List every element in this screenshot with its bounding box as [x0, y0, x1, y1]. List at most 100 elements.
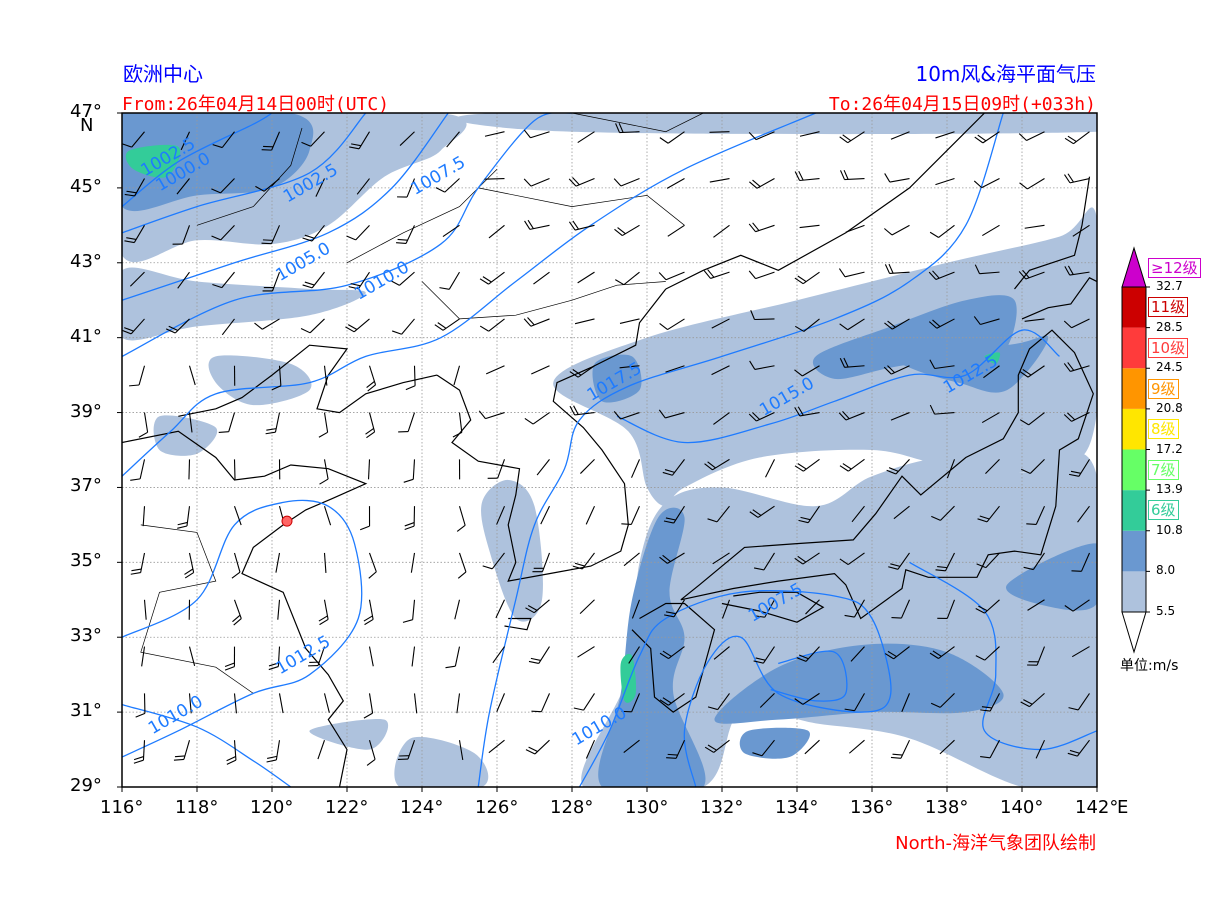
colorbar-top-arrow	[1121, 246, 1147, 288]
colorbar-tick-label: 20.8	[1156, 400, 1183, 415]
wind-barb	[929, 224, 955, 238]
isobar-label: 1005.0	[272, 239, 334, 286]
wind-barb	[568, 177, 595, 187]
wind-barb	[794, 271, 820, 285]
wind-barb	[937, 599, 956, 619]
lon-tick-label: 138°	[925, 797, 969, 818]
wind-barb	[390, 271, 415, 286]
wind-barb	[172, 225, 191, 245]
wind-barb	[397, 178, 416, 198]
coastline	[680, 329, 1094, 620]
wind-barb	[665, 365, 685, 373]
location-marker	[281, 515, 293, 527]
wind-barb	[844, 693, 865, 712]
wind-barb	[623, 739, 640, 753]
wind-barb	[623, 552, 640, 567]
wind-barb	[1063, 412, 1090, 422]
coastline	[504, 617, 532, 631]
wind-barb	[363, 693, 374, 719]
coastline	[721, 591, 825, 623]
wind-barb	[1035, 739, 1045, 759]
wind-barb	[1064, 265, 1090, 276]
wind-barb	[666, 739, 685, 759]
wind-barb	[1064, 131, 1090, 145]
wind-barb	[712, 552, 730, 565]
colorbar-tick-label: 24.5	[1156, 360, 1183, 375]
wind-force-level-label: 8级	[1148, 419, 1179, 440]
isobar-label: 1012.5	[272, 632, 334, 679]
lon-tick-label: 136°	[850, 797, 894, 818]
wind-barb	[442, 224, 460, 238]
wind-barb	[176, 178, 190, 195]
wind-barb	[138, 412, 149, 438]
wind-barb	[839, 357, 865, 368]
wind-barb	[411, 646, 416, 667]
wind-barb	[1019, 365, 1045, 378]
wind-barb	[396, 225, 415, 245]
wind-barb	[479, 271, 505, 285]
wind-barb	[318, 599, 329, 626]
wind-barb	[713, 412, 730, 425]
wind-barb	[711, 318, 730, 329]
wind-barb	[1024, 318, 1045, 322]
wind-barb	[346, 224, 370, 241]
coastline	[631, 602, 716, 713]
wind-barb	[794, 365, 820, 377]
wind-barb	[456, 506, 466, 532]
wind-barb	[659, 131, 685, 144]
lat-tick-label: 45°	[70, 175, 102, 197]
wind-speed-area	[455, 113, 1097, 135]
lon-tick-label: 120°	[250, 797, 294, 818]
wind-barb	[883, 365, 910, 375]
lon-tick-label: 124°	[400, 797, 444, 818]
wind-barb	[212, 271, 235, 289]
wind-barb	[840, 169, 865, 181]
wind-barb	[1067, 739, 1090, 757]
wind-speed-area	[208, 355, 312, 406]
wind-barb	[165, 318, 190, 334]
wind-barb	[457, 552, 467, 579]
wind-barb	[261, 225, 281, 245]
wind-barb	[667, 224, 685, 237]
coastline	[122, 430, 368, 787]
wind-barb	[173, 740, 191, 761]
colorbar-tick-label: 5.5	[1156, 604, 1176, 618]
colorbar-bin	[1122, 287, 1146, 328]
isobar	[770, 650, 848, 702]
wind-barb	[850, 646, 865, 662]
wind-barb	[1077, 505, 1090, 523]
wind-barb	[1071, 646, 1090, 658]
wind-barb	[434, 318, 460, 331]
wind-barb	[1026, 505, 1046, 525]
wind-barb	[974, 131, 1000, 144]
lat-unit: N	[80, 115, 94, 136]
border-line	[571, 113, 704, 133]
wind-barb	[613, 178, 640, 187]
wind-barb	[188, 459, 191, 480]
wind-barb	[368, 552, 377, 579]
wind-barb	[748, 270, 775, 280]
wind-barb	[713, 224, 730, 238]
wind-barb	[1064, 599, 1090, 612]
wind-barb	[349, 131, 370, 150]
colorbar-bin	[1122, 490, 1146, 531]
wind-barb	[939, 739, 955, 755]
wind-barb	[531, 693, 551, 713]
map-frame	[121, 112, 1098, 788]
wind-barb	[525, 599, 550, 614]
wind-speed-area	[598, 507, 706, 787]
wind-barb	[212, 131, 235, 149]
wind-barb	[485, 365, 505, 375]
wind-barb	[982, 224, 1000, 237]
wind-barb	[619, 318, 640, 324]
wind-barb	[405, 365, 416, 391]
wind-barb	[233, 459, 236, 480]
wind-barb	[614, 224, 640, 237]
colorbar-bin	[1122, 327, 1146, 369]
wind-speed-area	[122, 267, 366, 341]
wind-barb	[577, 646, 595, 658]
wind-barb	[184, 552, 195, 579]
wind-barbs	[122, 123, 1091, 766]
axis-ticks	[117, 112, 1098, 792]
wind-barb	[315, 178, 325, 197]
